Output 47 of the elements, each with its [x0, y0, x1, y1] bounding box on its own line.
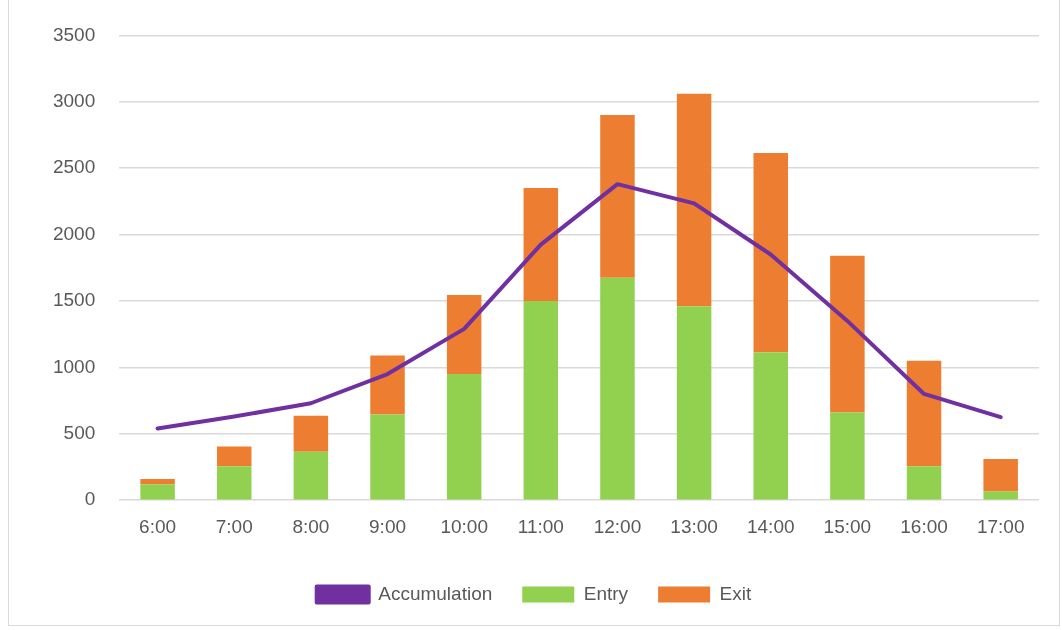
y-tick-label: 1500 — [52, 289, 96, 311]
bar — [906, 360, 942, 467]
x-tick-label: 14:00 — [746, 515, 795, 537]
legend-label: Accumulation — [378, 582, 493, 604]
bar — [140, 478, 175, 485]
x-tick-label: 13:00 — [670, 515, 718, 537]
x-tick-label: 6:00 — [139, 515, 177, 537]
bar — [983, 491, 1018, 500]
x-tick-label: 16:00 — [900, 515, 948, 537]
x-tick-label: 8:00 — [292, 515, 330, 537]
bar — [523, 301, 559, 500]
x-tick-label: 15:00 — [823, 515, 872, 537]
bar — [370, 414, 405, 500]
bar — [216, 466, 252, 500]
bar — [600, 277, 635, 500]
y-tick-label: 0 — [84, 488, 96, 510]
bar — [446, 374, 482, 500]
x-tick-label: 9:00 — [369, 515, 407, 537]
bar — [753, 152, 788, 353]
bar — [676, 93, 712, 307]
bar — [370, 355, 405, 415]
bar — [983, 459, 1018, 492]
y-tick-label: 3500 — [52, 23, 96, 45]
y-tick-label: 500 — [63, 422, 96, 444]
bar — [293, 451, 329, 500]
bar — [293, 415, 329, 452]
bar — [216, 446, 252, 467]
x-tick-label: 11:00 — [517, 515, 564, 537]
y-tick-label: 1000 — [52, 355, 96, 377]
x-tick-label: 10:00 — [440, 515, 488, 537]
x-tick-label: 17:00 — [976, 515, 1025, 537]
bar — [446, 295, 482, 375]
legend-label: Exit — [719, 582, 753, 604]
x-tick-label: 7:00 — [215, 515, 253, 537]
bar — [676, 306, 712, 500]
legend-label: Entry — [583, 582, 629, 604]
y-tick-label: 2000 — [52, 222, 96, 244]
bar — [906, 466, 942, 500]
bar — [830, 412, 865, 500]
bar — [830, 255, 865, 413]
y-tick-label: 2500 — [52, 156, 96, 178]
bar — [753, 352, 788, 500]
y-tick-label: 3000 — [52, 90, 96, 112]
bar — [140, 484, 175, 500]
bar — [523, 188, 559, 301]
x-tick-label: 12:00 — [593, 515, 642, 537]
bar — [600, 115, 635, 278]
